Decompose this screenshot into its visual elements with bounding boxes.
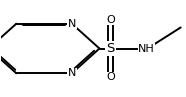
Text: S: S [106, 42, 115, 55]
Text: O: O [106, 72, 115, 82]
Text: NH: NH [138, 43, 155, 54]
Text: O: O [106, 15, 115, 25]
Text: N: N [68, 19, 76, 29]
Text: N: N [68, 68, 76, 78]
